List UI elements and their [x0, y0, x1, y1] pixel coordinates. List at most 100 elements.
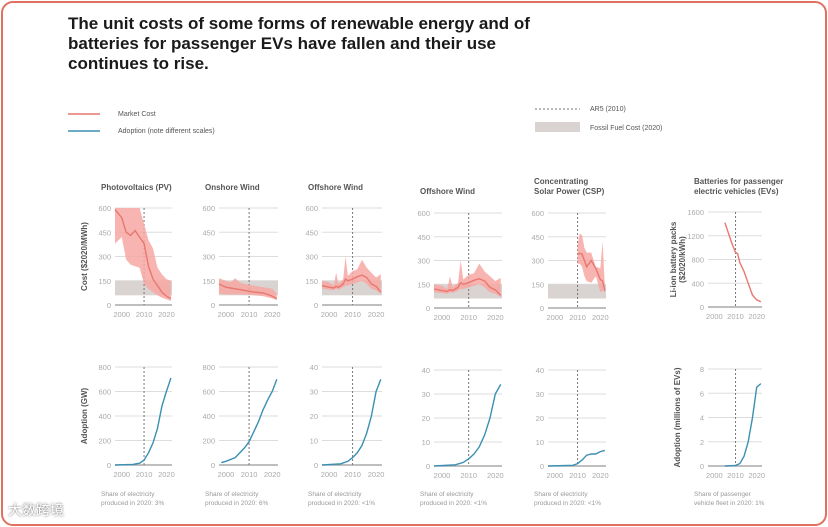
x-tick-label: 2020	[368, 310, 385, 319]
cost-range-band	[322, 256, 381, 294]
x-tick-label: 2000	[113, 310, 130, 319]
panel-title: Concentrating	[534, 177, 588, 186]
y-tick-label: 30	[536, 390, 544, 399]
y-tick-label: 0	[700, 462, 704, 471]
adoption-line	[547, 449, 606, 467]
cost-y-axis-label: Cost ($2020/MWh)	[80, 222, 89, 291]
x-tick-label: 2000	[706, 471, 723, 480]
x-tick-label: 2020	[158, 310, 175, 319]
x-tick-label: 2010	[727, 471, 744, 480]
y-tick-label: 30	[422, 390, 430, 399]
panel-title: Offshore Wind	[308, 183, 363, 192]
panel-3: Offshore Wind 0 150 300 450 600 2000 2010 2020 0 1…	[417, 187, 503, 507]
x-tick-label: 2010	[460, 313, 477, 322]
x-tick-label: 2010	[727, 312, 744, 321]
y-tick-label: 30	[310, 388, 318, 397]
y-tick-label: 150	[202, 277, 215, 286]
y-tick-label: 800	[691, 256, 704, 265]
y-tick-label: 450	[202, 228, 215, 237]
watermark: 大数跨境	[8, 502, 64, 518]
adoption-line	[221, 379, 278, 464]
adoption-y-axis-label: Adoption (millions of EVs)	[673, 367, 682, 467]
y-tick-label: 40	[422, 366, 430, 375]
y-tick-label: 150	[305, 277, 318, 286]
x-tick-label: 2000	[434, 313, 451, 322]
share-footnote: Share of passenger	[694, 491, 752, 498]
share-footnote: Share of electricity	[205, 491, 259, 498]
y-tick-label: 450	[98, 228, 111, 237]
cost-range-band	[115, 208, 171, 301]
y-tick-label: 800	[98, 363, 111, 372]
y-tick-label: 0	[211, 301, 215, 310]
x-tick-label: 2000	[321, 470, 338, 479]
market-cost-line	[321, 274, 382, 293]
y-tick-label: 1600	[687, 208, 704, 217]
y-tick-label: 300	[305, 253, 318, 262]
y-tick-label: 10	[422, 438, 430, 447]
x-tick-label: 2000	[321, 310, 338, 319]
market-cost-line	[724, 222, 762, 303]
x-tick-label: 2010	[241, 310, 258, 319]
x-tick-label: 2000	[434, 471, 451, 480]
y-tick-label: 150	[98, 277, 111, 286]
x-tick-label: 2000	[218, 470, 235, 479]
adoption-line	[724, 383, 762, 467]
x-tick-label: 2000	[546, 471, 563, 480]
share-footnote: produced in 2020: <1%	[420, 500, 487, 507]
x-tick-label: 2020	[592, 313, 609, 322]
y-tick-label: 10	[536, 438, 544, 447]
adoption-line	[433, 384, 502, 467]
legend-fossil-swatch	[535, 122, 580, 132]
x-tick-label: 2020	[748, 312, 765, 321]
market-cost-line	[218, 283, 278, 300]
share-footnote: Share of electricity	[534, 491, 588, 498]
y-tick-label: 0	[314, 461, 318, 470]
y-tick-label: 8	[700, 365, 704, 374]
legend-adoption: Adoption (note different scales)	[118, 128, 215, 135]
panel-title: Solar Power (CSP)	[534, 187, 605, 196]
cost-range-band	[434, 260, 501, 297]
y-tick-label: 150	[531, 280, 544, 289]
y-tick-label: 300	[202, 253, 215, 262]
x-tick-label: 2010	[344, 470, 361, 479]
y-tick-label: 0	[107, 461, 111, 470]
y-tick-label: 0	[314, 301, 318, 310]
y-tick-label: 600	[305, 204, 318, 213]
y-tick-label: 0	[700, 303, 704, 312]
y-tick-label: 10	[310, 437, 318, 446]
y-tick-label: 400	[202, 412, 215, 421]
legend-ar5: AR5 (2010)	[590, 106, 626, 113]
y-tick-label: 300	[98, 253, 111, 262]
x-tick-label: 2020	[264, 470, 281, 479]
panel-title: Batteries for passenger	[694, 177, 783, 186]
y-tick-label: 0	[540, 462, 544, 471]
share-footnote: Share of electricity	[420, 491, 474, 498]
y-tick-label: 450	[531, 233, 544, 242]
y-tick-label: 40	[310, 363, 318, 372]
y-tick-label: 4	[700, 414, 704, 423]
y-tick-label: 300	[531, 257, 544, 266]
share-footnote: produced in 2020: <1%	[308, 500, 375, 507]
x-tick-label: 2010	[460, 471, 477, 480]
x-tick-label: 2020	[592, 471, 609, 480]
y-tick-label: 0	[211, 461, 215, 470]
x-tick-label: 2000	[546, 313, 563, 322]
x-tick-label: 2010	[241, 470, 258, 479]
share-footnote: produced in 2020: 3%	[101, 500, 164, 507]
panel-2: Offshore Wind 0 150 300 450 600 2000 2010 2020 0 1…	[305, 183, 384, 507]
cost-range-band	[577, 233, 605, 293]
y-tick-label: 450	[305, 228, 318, 237]
x-tick-label: 2020	[487, 471, 504, 480]
y-tick-label: 20	[536, 414, 544, 423]
legend: Market Cost Adoption (note different sca…	[68, 106, 662, 135]
x-tick-label: 2010	[344, 310, 361, 319]
x-tick-label: 2010	[136, 310, 153, 319]
y-tick-label: 600	[98, 388, 111, 397]
y-tick-label: 150	[417, 280, 430, 289]
y-tick-label: 0	[540, 304, 544, 313]
y-tick-label: 450	[417, 233, 430, 242]
